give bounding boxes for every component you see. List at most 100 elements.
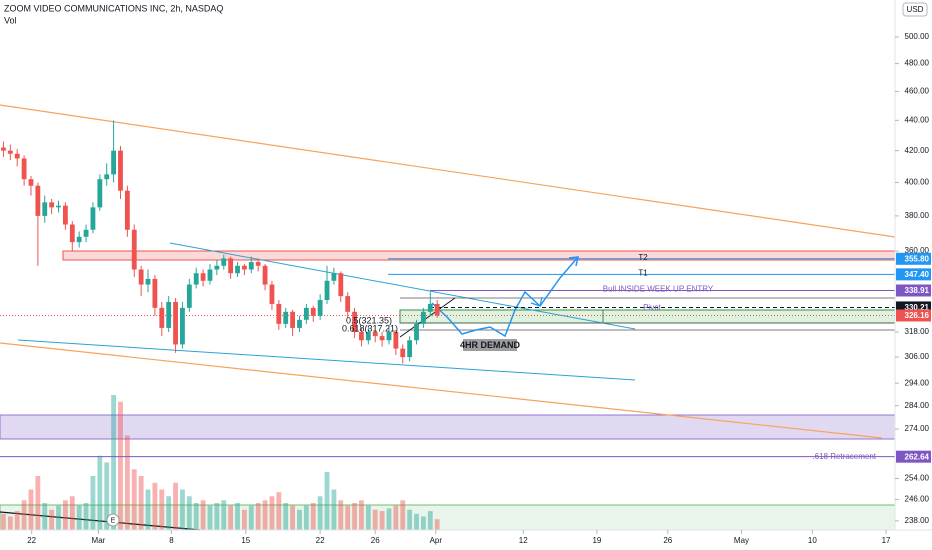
volume-bar (352, 503, 357, 530)
price-tag-bg (896, 252, 931, 265)
volume-bar (21, 500, 27, 530)
volume-bar (180, 489, 185, 530)
volume-bar (427, 511, 433, 530)
level-label: Bull INSIDE WEEK UP ENTRY (603, 285, 714, 294)
candle-body (393, 332, 399, 349)
x-tick-label: May (734, 536, 749, 545)
candle-body (269, 284, 275, 304)
candle-body (173, 301, 178, 345)
candle-body (303, 307, 309, 320)
y-tick-label: 500.00 (905, 32, 930, 41)
volume-bar (248, 505, 254, 530)
y-tick-label: 254.00 (905, 474, 930, 483)
volume-bar (200, 500, 206, 530)
y-tick-label: 274.00 (905, 424, 930, 433)
volume-bar (393, 505, 399, 530)
candle-body (359, 332, 364, 341)
volume-layer (1, 395, 440, 530)
candles-layer (1, 120, 440, 364)
volume-bar (152, 482, 158, 530)
volume-bar (400, 500, 406, 530)
candle-body (207, 269, 213, 281)
volume-bar (131, 469, 137, 530)
candle-body (379, 336, 385, 341)
volume-bar (235, 503, 240, 530)
annotation-labels: 0.5(321.35) 0.618(317.21) 4HR DEMAND E (106, 315, 520, 527)
candle-body (159, 307, 165, 328)
volume-bar (420, 516, 426, 530)
volume-bar (297, 509, 302, 530)
y-tick-label: 238.00 (905, 516, 930, 525)
candle-body (21, 158, 27, 180)
candle-body (97, 179, 103, 208)
level-label: T2 (638, 253, 648, 262)
levels-layer: T2 T1 Bull INSIDE WEEK UP ENTRY Pivot .618 R… (0, 253, 895, 461)
price-tag: 347.40 (905, 270, 930, 279)
projection-path (431, 256, 579, 338)
x-tick-label: 15 (241, 536, 250, 545)
volume-bar (28, 489, 34, 530)
candle-body (365, 332, 371, 341)
volume-bar (186, 496, 192, 530)
candle-body (235, 265, 240, 274)
candle-body (228, 258, 234, 274)
candle-body (434, 303, 440, 316)
price-tag: 355.80 (905, 254, 930, 263)
y-tick-label: 306.00 (905, 352, 930, 361)
volume-bar (359, 500, 364, 530)
price-tag-bg (896, 268, 931, 281)
price-tag: 262.64 (905, 452, 930, 461)
candle-body (414, 323, 419, 341)
candle-body (400, 348, 406, 358)
projection-arrowhead (568, 256, 579, 267)
channel-line (17, 339, 636, 381)
projection-arrowhead (530, 296, 543, 307)
candle-body (310, 307, 316, 316)
volume-bar (338, 500, 344, 530)
candle-body (118, 150, 123, 191)
y-tick-label: 460.00 (905, 86, 930, 95)
axis-layer: 500.00 480.00 460.00 440.00 420.00 400.00 380.… (27, 32, 931, 545)
volume-bar (221, 500, 227, 530)
candle-body (255, 262, 261, 266)
candle-body (193, 273, 199, 285)
x-tick-label: 12 (519, 536, 528, 545)
candle-body (276, 303, 282, 324)
volume-bar (345, 505, 351, 530)
level-label: Pivot (643, 303, 662, 312)
volume-label: Vol (4, 15, 17, 25)
candle-body (76, 236, 82, 243)
candle-body (186, 284, 192, 308)
earnings-label: E (111, 517, 116, 524)
y-tick-label: 318.00 (905, 327, 930, 336)
y-tick-label: 400.00 (905, 178, 930, 187)
volume-bar (365, 505, 371, 530)
x-tick-label: 26 (371, 536, 380, 545)
candle-body (69, 224, 75, 243)
candle-body (331, 273, 337, 281)
volume-bar (145, 489, 151, 530)
x-tick-label: 19 (592, 536, 601, 545)
volume-bar (214, 503, 220, 530)
volume-bar (331, 489, 337, 530)
volume-bar (90, 476, 96, 530)
volume-bar (290, 505, 296, 530)
candle-body (166, 301, 172, 328)
volume-bar (379, 511, 385, 530)
volume-bar (303, 505, 309, 530)
candle-body (35, 185, 41, 216)
volume-bar (310, 503, 316, 530)
currency-button[interactable] (902, 2, 928, 17)
x-tick-label: 17 (882, 536, 891, 545)
x-tick-label: Apr (430, 536, 443, 545)
candle-body (248, 262, 254, 270)
demand-label-bg (463, 339, 517, 351)
candle-body (42, 202, 48, 216)
candle-body (427, 303, 433, 312)
y-tick-label: 284.00 (905, 401, 930, 410)
x-tick-label: 22 (316, 536, 325, 545)
purple-zone (0, 414, 896, 440)
earnings-marker[interactable] (106, 513, 120, 527)
volume-bar (386, 508, 392, 530)
volume-bar (407, 509, 413, 530)
